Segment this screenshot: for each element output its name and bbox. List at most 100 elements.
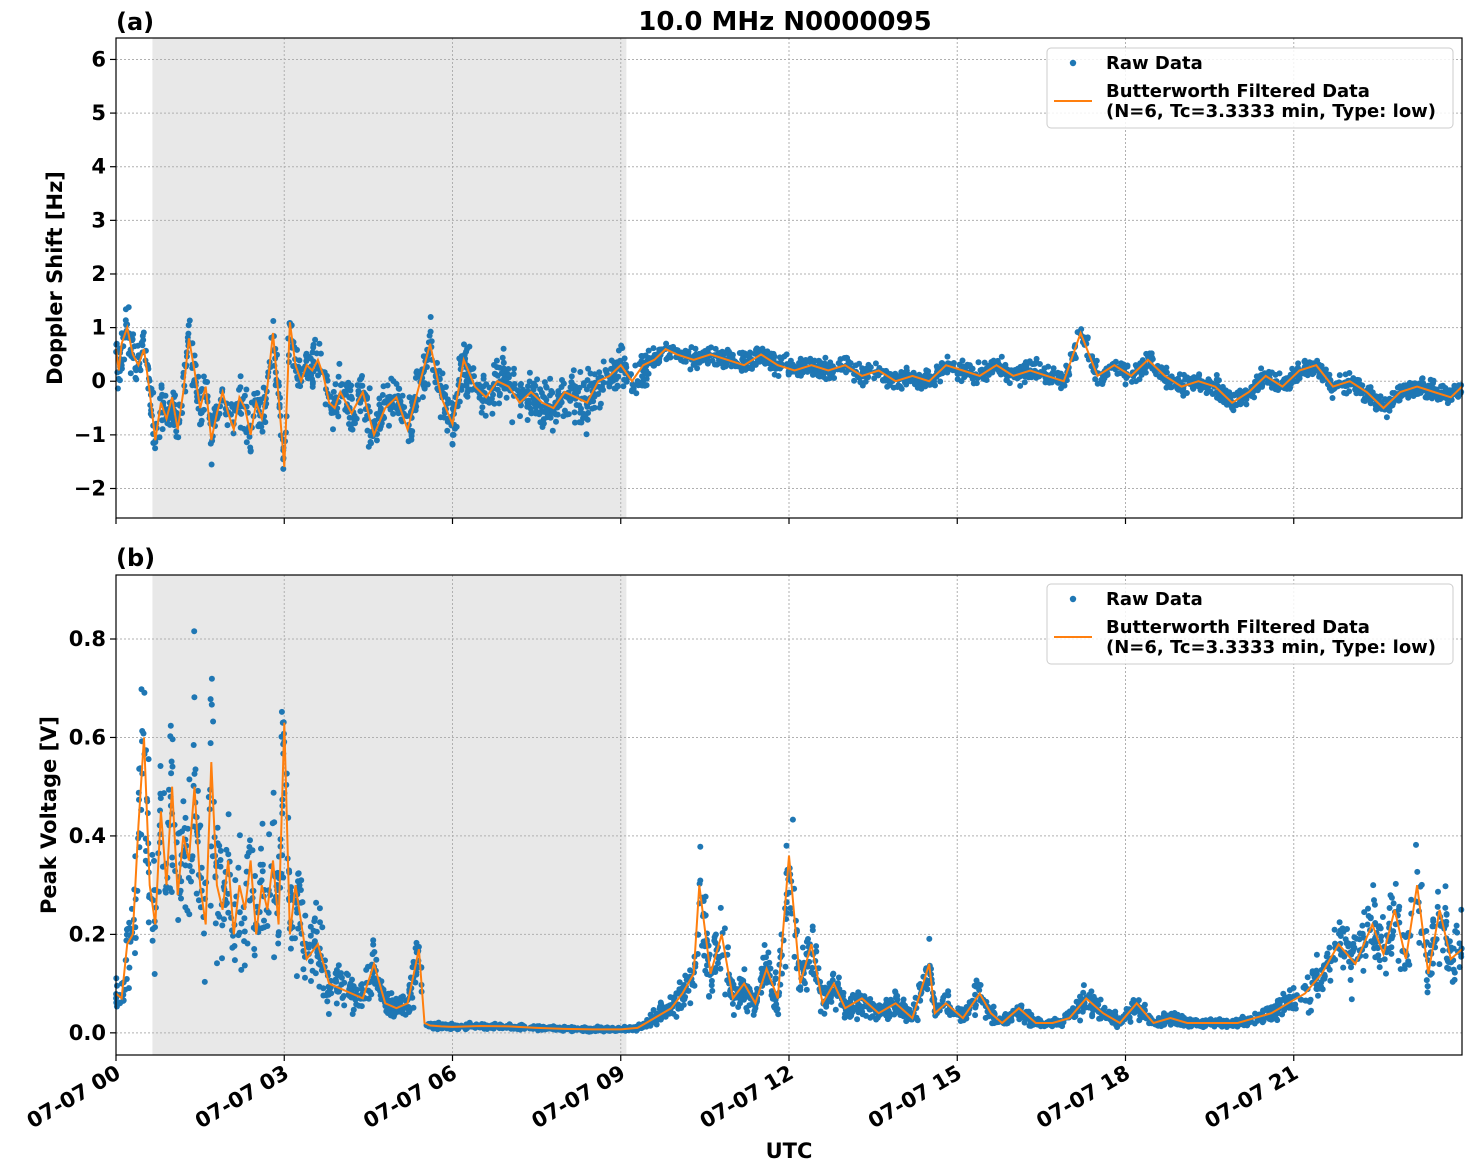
raw-data-point [961, 364, 967, 370]
raw-data-point [805, 359, 811, 365]
raw-data-point [496, 400, 502, 406]
raw-data-point [469, 387, 475, 393]
y-tick-label: 3 [91, 208, 106, 232]
raw-data-point [305, 375, 311, 381]
raw-data-point [686, 988, 692, 994]
raw-data-point [358, 383, 364, 389]
raw-data-point [786, 372, 792, 378]
y-tick-label: 1 [91, 316, 106, 340]
raw-data-point [524, 404, 530, 410]
raw-data-point [1051, 365, 1057, 371]
raw-data-point [537, 419, 543, 425]
raw-data-point [525, 417, 531, 423]
raw-data-point [788, 358, 794, 364]
raw-data-point [463, 392, 469, 398]
raw-data-point [1266, 369, 1272, 375]
raw-data-point [260, 429, 266, 435]
legend-raw-label-a: Raw Data [1106, 53, 1203, 74]
raw-data-point [317, 919, 323, 925]
raw-data-point [385, 382, 391, 388]
raw-data-point [1435, 889, 1441, 895]
raw-data-point [567, 398, 573, 404]
raw-data-point [1316, 986, 1322, 992]
raw-data-point [1149, 350, 1155, 356]
raw-data-point [506, 372, 512, 378]
raw-data-point [247, 837, 253, 843]
raw-data-point [219, 955, 225, 961]
raw-data-point [1332, 927, 1338, 933]
raw-data-point [312, 915, 318, 921]
raw-data-point [121, 357, 127, 363]
raw-data-point [366, 444, 372, 450]
raw-data-point [243, 387, 249, 393]
raw-data-point [302, 975, 308, 981]
raw-data-point [258, 846, 264, 852]
raw-data-point [547, 376, 553, 382]
raw-data-point [1214, 395, 1220, 401]
raw-data-point [139, 728, 145, 734]
raw-data-point [940, 998, 946, 1004]
raw-data-point [1216, 377, 1222, 383]
raw-data-point [160, 426, 166, 432]
raw-data-point [1443, 387, 1449, 393]
raw-data-point [823, 376, 829, 382]
raw-data-point [246, 850, 252, 856]
raw-data-point [308, 933, 314, 939]
raw-data-point [982, 360, 988, 366]
raw-data-point [343, 392, 349, 398]
raw-data-point [357, 408, 363, 414]
raw-data-point [752, 361, 758, 367]
raw-data-point [1384, 414, 1390, 420]
raw-data-point [1370, 940, 1376, 946]
panel-b: 0.00.20.40.60.8 (b) Peak Voltage [V] Raw… [37, 544, 1465, 1061]
raw-data-point [187, 863, 193, 869]
raw-data-point [251, 946, 257, 952]
raw-data-point [1431, 378, 1437, 384]
raw-data-point [159, 385, 165, 391]
raw-data-point [894, 384, 900, 390]
raw-data-point [991, 358, 997, 364]
raw-data-point [1337, 372, 1343, 378]
raw-data-point [232, 877, 238, 883]
raw-data-point [159, 392, 165, 398]
raw-data-point [232, 943, 238, 949]
raw-data-point [868, 364, 874, 370]
raw-data-point [1182, 377, 1188, 383]
raw-data-point [1320, 976, 1326, 982]
raw-data-point [810, 372, 816, 378]
raw-data-point [209, 462, 215, 468]
night-shading-a [152, 38, 626, 518]
raw-data-point [479, 404, 485, 410]
raw-data-point [152, 971, 158, 977]
raw-data-point [450, 432, 456, 438]
raw-data-point [164, 420, 170, 426]
raw-data-point [260, 821, 266, 827]
raw-data-point [218, 848, 224, 854]
raw-data-point [697, 844, 703, 850]
raw-data-point [1204, 390, 1210, 396]
raw-data-point [449, 441, 455, 447]
raw-data-point [764, 348, 770, 354]
raw-data-point [1259, 382, 1265, 388]
raw-data-point [252, 397, 258, 403]
raw-data-point [1372, 902, 1378, 908]
raw-data-point [1287, 987, 1293, 993]
raw-data-point [1371, 945, 1377, 951]
raw-data-point [422, 380, 428, 386]
raw-data-point [380, 392, 386, 398]
raw-data-point [710, 358, 716, 364]
raw-data-point [815, 373, 821, 379]
raw-data-point [1419, 376, 1425, 382]
raw-data-point [569, 373, 575, 379]
raw-data-point [257, 400, 263, 406]
raw-data-point [123, 317, 129, 323]
raw-data-point [333, 381, 339, 387]
raw-data-point [312, 938, 318, 944]
raw-data-point [178, 896, 184, 902]
raw-data-point [349, 421, 355, 427]
raw-data-point [550, 428, 556, 434]
raw-data-point [1346, 388, 1352, 394]
raw-data-point [292, 935, 298, 941]
